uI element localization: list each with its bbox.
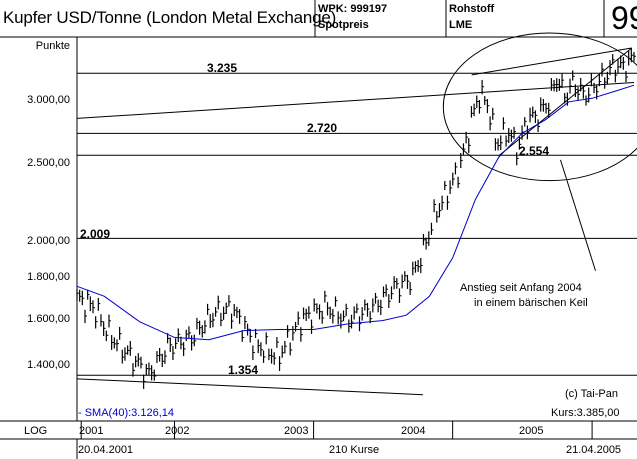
exchange-label: LME [449, 19, 473, 31]
y-tick-label: 2.500,00 [27, 157, 70, 169]
sma-label: - SMA(40):3.126,14 [78, 407, 174, 419]
y-axis-title: Punkte [35, 40, 70, 52]
x-tick-label: 2002 [165, 425, 190, 437]
category-label: Rohstoff [449, 3, 495, 15]
end-date: 21.04.2005 [566, 444, 622, 456]
price-type-label: Spotpreis [318, 19, 369, 31]
x-tick-label: 2003 [284, 425, 309, 437]
annotation-pointer [559, 159, 596, 271]
scale-mode-button[interactable]: LOG [24, 425, 48, 437]
corner-number: 99 [611, 0, 637, 36]
price-series [76, 48, 636, 389]
copyright-label: (c) Tai-Pan [565, 388, 618, 400]
level-label: 2.009 [80, 227, 111, 241]
start-date: 20.04.2001 [78, 444, 134, 456]
x-tick-label: 2005 [519, 425, 544, 437]
x-tick-label: 2001 [79, 425, 104, 437]
annotation-line: Anstieg seit Anfang 2004 [460, 282, 582, 294]
annotation-line: in einem bärischen Keil [474, 297, 588, 309]
level-label: 3.235 [207, 61, 238, 75]
x-tick-label: 2004 [401, 425, 426, 437]
chart-title: Kupfer USD/Tonne (London Metal Exchange) [3, 8, 337, 27]
wpk-label: WPK: 999197 [318, 3, 388, 15]
y-tick-label: 2.000,00 [27, 235, 70, 247]
x-ticks [80, 421, 593, 439]
trend-lines [76, 32, 637, 396]
level-lines [77, 72, 637, 376]
y-tick-label: 1.800,00 [27, 271, 70, 283]
sma-line [76, 84, 635, 341]
y-tick-label: 1.400,00 [27, 359, 70, 371]
level-label: 2.554 [519, 144, 550, 158]
last-price-label: Kurs:3.385,00 [551, 407, 620, 419]
price-count: 210 Kurse [329, 444, 380, 456]
wedge-line-upper [471, 47, 632, 76]
sma-series [76, 84, 635, 341]
wedge-ellipse [442, 32, 637, 182]
y-tick-label: 3.000,00 [27, 94, 70, 106]
y-tick-label: 1.600,00 [27, 313, 70, 325]
trend-line-upper [76, 82, 635, 119]
level-label: 1.354 [228, 363, 259, 377]
level-label: 2.720 [307, 121, 338, 135]
trend-line-lower [76, 378, 423, 396]
